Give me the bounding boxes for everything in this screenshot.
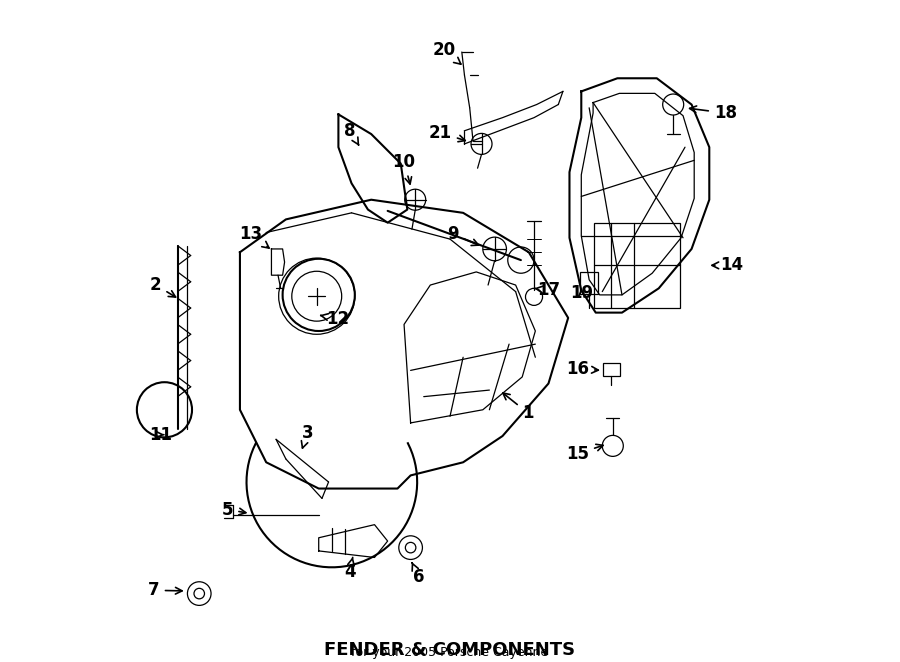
Text: FENDER & COMPONENTS: FENDER & COMPONENTS (324, 641, 576, 659)
Text: 5: 5 (222, 500, 246, 518)
Text: 2: 2 (150, 276, 176, 297)
Text: 19: 19 (570, 284, 593, 302)
Bar (594, 222, 680, 308)
Text: 11: 11 (149, 426, 173, 444)
Text: 12: 12 (320, 310, 350, 328)
Bar (580, 272, 598, 293)
Text: 1: 1 (503, 393, 534, 422)
Text: 14: 14 (712, 256, 743, 274)
Text: 7: 7 (148, 581, 182, 599)
Text: 13: 13 (238, 225, 269, 248)
Text: 6: 6 (412, 563, 424, 586)
Text: 4: 4 (344, 557, 356, 581)
Text: 3: 3 (302, 424, 313, 448)
Text: 10: 10 (392, 153, 416, 184)
Text: 21: 21 (428, 124, 465, 142)
Text: 18: 18 (689, 104, 737, 122)
Text: 20: 20 (432, 41, 461, 64)
Bar (603, 363, 620, 375)
Text: for your 2005 Porsche Cayenne: for your 2005 Porsche Cayenne (351, 646, 549, 659)
Text: 16: 16 (566, 360, 598, 378)
Text: 15: 15 (566, 444, 603, 463)
Text: 8: 8 (345, 122, 359, 145)
Text: 17: 17 (535, 281, 561, 299)
Text: 9: 9 (447, 225, 479, 246)
